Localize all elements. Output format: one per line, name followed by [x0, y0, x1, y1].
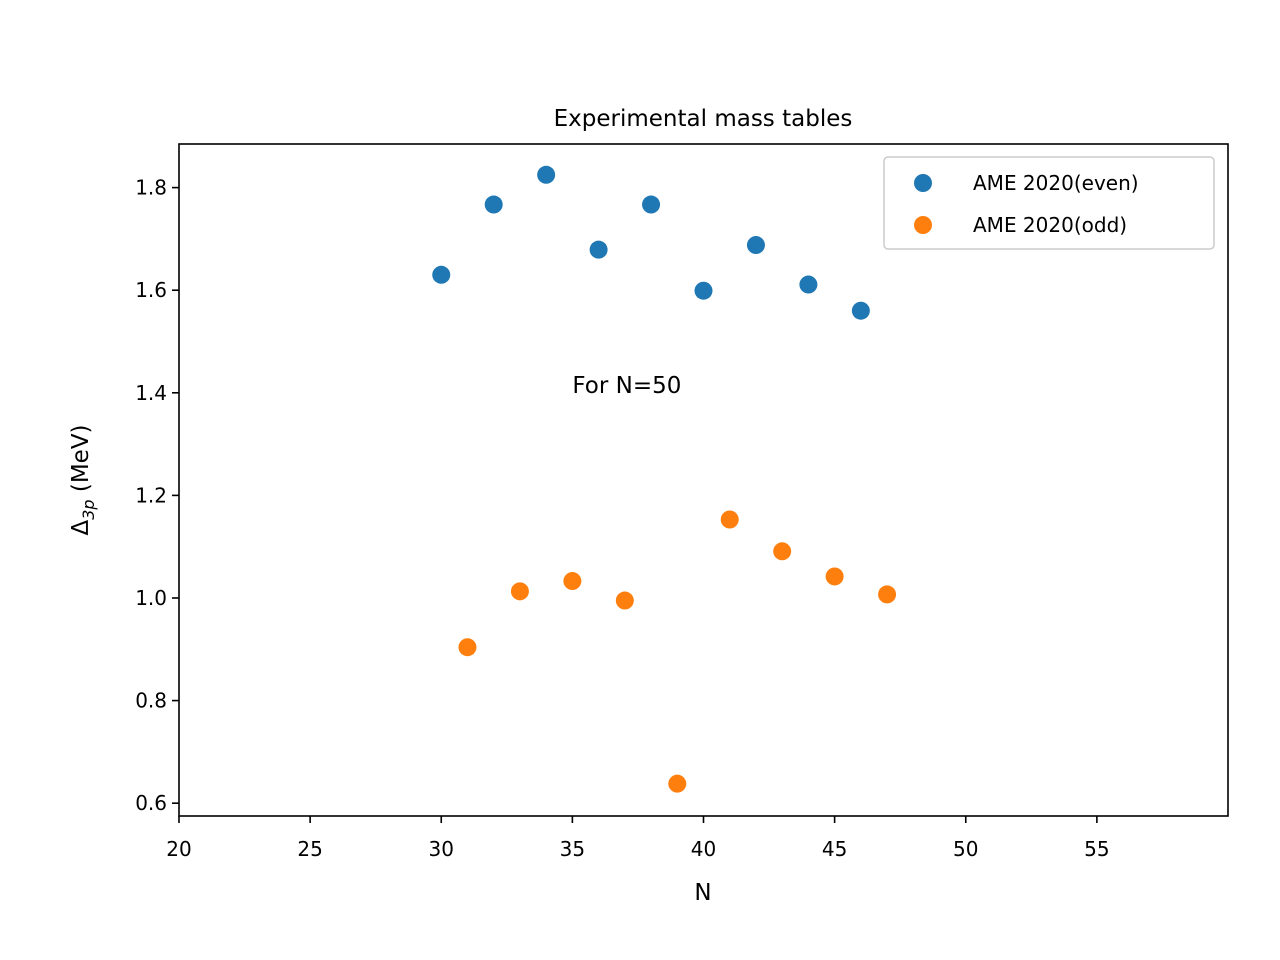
x-tick-label: 25	[297, 837, 322, 861]
x-tick-label: 35	[560, 837, 585, 861]
x-tick-label: 50	[953, 837, 978, 861]
legend-marker-series-1	[914, 174, 932, 192]
y-tick-label: 0.8	[135, 689, 167, 713]
y-axis-label-base: Δ	[68, 520, 94, 536]
y-axis-label: Δ3p (MeV)	[68, 424, 98, 535]
legend-label-series-1: AME 2020(even)	[973, 171, 1139, 195]
y-axis-label-sub: 3p	[79, 499, 98, 519]
chart-title: Experimental mass tables	[554, 106, 853, 132]
data-point-series-2	[458, 638, 477, 657]
y-tick-label: 1.6	[135, 278, 167, 302]
y-tick-label: 1.2	[135, 483, 167, 507]
data-point-series-1	[642, 195, 661, 214]
x-tick-label: 20	[166, 837, 191, 861]
x-tick-label: 55	[1084, 837, 1109, 861]
data-point-series-2	[563, 572, 582, 591]
data-point-series-2	[668, 774, 687, 793]
plot-layer: 20 25 30 35 40 45 50 55 0.6 0.8 1.0 1.2 1.4 1.6 1.8	[135, 143, 1229, 861]
y-tick-label: 1.0	[135, 586, 167, 610]
y-tick-label: 1.4	[135, 381, 167, 405]
y-tick-label: 0.6	[135, 791, 167, 815]
data-point-series-2	[615, 591, 634, 610]
legend-label-series-2: AME 2020(odd)	[973, 213, 1127, 237]
data-point-series-1	[537, 165, 556, 184]
data-point-series-1	[694, 281, 713, 300]
data-point-series-1	[799, 275, 818, 294]
x-axis-label: N	[694, 880, 711, 906]
data-point-series-2	[773, 542, 792, 561]
data-point-series-2	[510, 582, 529, 601]
data-point-series-1	[746, 236, 765, 255]
x-tick-label: 45	[822, 837, 847, 861]
x-tick-label: 30	[429, 837, 454, 861]
data-point-series-2	[825, 567, 844, 586]
legend: AME 2020(even) AME 2020(odd)	[883, 156, 1215, 250]
data-point-series-2	[878, 585, 897, 604]
data-point-series-1	[851, 301, 870, 320]
x-tick-label: 40	[691, 837, 716, 861]
y-axis-label-rest: (MeV)	[68, 424, 94, 499]
y-tick-label: 1.8	[135, 176, 167, 200]
legend-marker-series-2	[914, 216, 932, 234]
data-point-series-1	[589, 240, 608, 259]
data-point-series-2	[720, 510, 739, 529]
data-point-series-1	[432, 265, 451, 284]
data-point-series-1	[484, 195, 503, 214]
annotation-text: For N=50	[572, 373, 681, 399]
legend-box	[883, 156, 1215, 250]
